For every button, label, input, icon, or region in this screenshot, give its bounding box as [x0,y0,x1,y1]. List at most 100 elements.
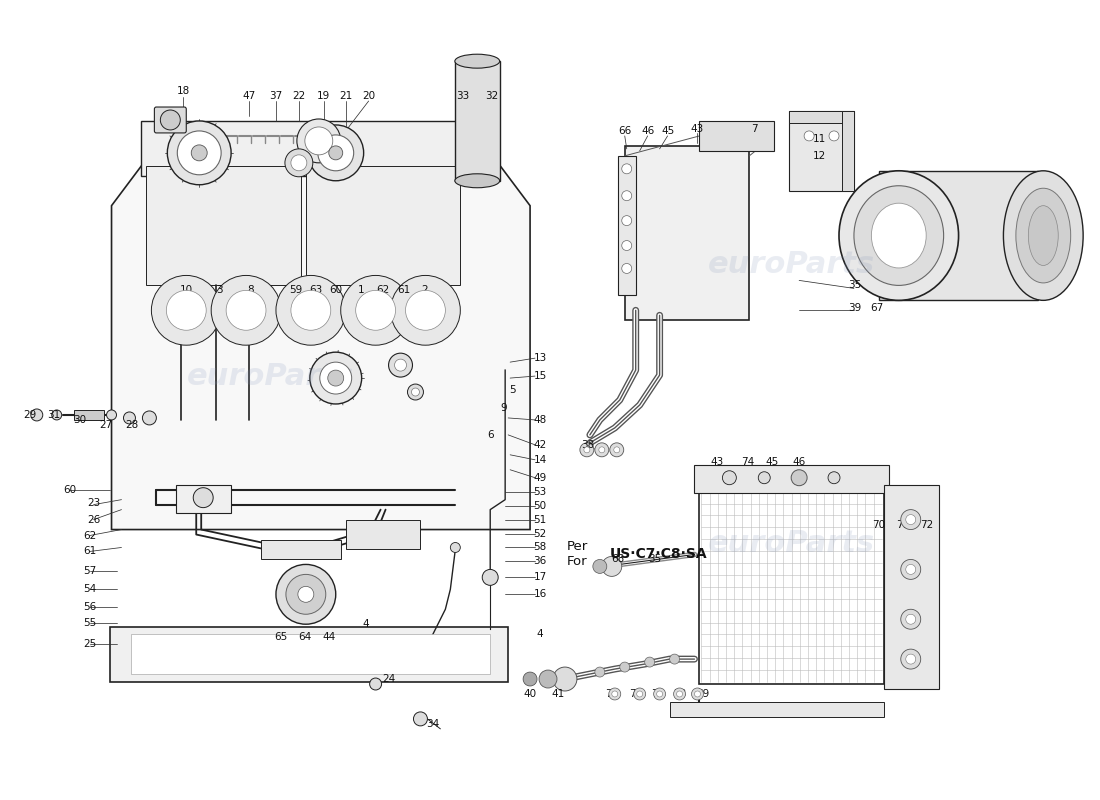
Text: 63: 63 [309,286,322,295]
Bar [789,111,854,190]
Circle shape [645,657,654,667]
Bar [879,170,1038,300]
Circle shape [595,667,605,677]
Text: 36: 36 [534,557,547,566]
Polygon shape [111,166,530,530]
Text: 60: 60 [329,286,342,295]
Circle shape [901,610,921,630]
Text: 46: 46 [792,457,806,466]
Text: 3: 3 [216,286,222,295]
Text: 42: 42 [534,440,547,450]
Circle shape [901,510,921,530]
Circle shape [758,472,770,484]
Bar [146,166,301,286]
Circle shape [584,447,590,453]
Text: Per: Per [566,540,588,553]
Circle shape [305,127,333,155]
Circle shape [318,135,354,170]
Text: 70: 70 [872,519,886,530]
Circle shape [634,688,646,700]
Ellipse shape [454,174,499,188]
Circle shape [670,654,680,664]
Text: US·C7·C8·SA: US·C7·C8·SA [609,547,707,562]
Circle shape [539,670,557,688]
Bar [142,121,491,176]
Circle shape [657,691,662,697]
Ellipse shape [871,203,926,268]
Text: 21: 21 [339,91,352,101]
Circle shape [290,155,307,170]
Ellipse shape [1016,188,1070,283]
Text: 35: 35 [848,280,861,290]
Bar [74,410,103,420]
Circle shape [142,411,156,425]
Circle shape [905,514,915,525]
Text: 62: 62 [82,530,96,541]
Circle shape [524,672,537,686]
Circle shape [388,353,412,377]
Circle shape [593,559,607,574]
Circle shape [123,412,135,424]
Circle shape [692,688,704,700]
Circle shape [905,565,915,574]
Circle shape [482,570,498,586]
Text: 15: 15 [534,371,547,381]
Text: 65: 65 [274,632,287,642]
Text: 51: 51 [534,514,547,525]
Text: 25: 25 [82,639,96,649]
Circle shape [328,370,343,386]
Text: 55: 55 [82,618,96,628]
Text: 53: 53 [534,486,547,497]
Circle shape [621,241,631,250]
Text: 14: 14 [534,454,547,465]
Bar [345,519,420,550]
Circle shape [676,691,682,697]
Ellipse shape [1003,170,1084,300]
Text: 57: 57 [82,566,96,577]
Text: 71: 71 [629,689,642,699]
Circle shape [297,119,341,163]
Text: 26: 26 [87,514,100,525]
Circle shape [614,447,619,453]
Circle shape [619,662,629,672]
Text: 6: 6 [487,430,494,440]
Text: 8: 8 [248,286,254,295]
Bar [842,111,854,190]
Bar [670,702,883,717]
Circle shape [329,146,343,160]
Text: 46: 46 [641,126,654,136]
Text: 30: 30 [73,415,86,425]
Bar [694,465,889,493]
Circle shape [285,149,312,177]
Circle shape [166,290,206,330]
Bar [455,61,500,181]
Circle shape [791,470,807,486]
Circle shape [286,574,326,614]
Circle shape [411,388,419,396]
Text: 9: 9 [500,403,507,413]
Bar [883,485,938,689]
Circle shape [598,447,605,453]
Circle shape [169,642,194,666]
Text: 20: 20 [362,91,375,101]
Circle shape [602,557,621,576]
Circle shape [580,443,594,457]
Ellipse shape [1028,206,1058,266]
Text: 34: 34 [426,719,439,729]
Circle shape [355,290,396,330]
Circle shape [310,352,362,404]
Text: 24: 24 [382,674,395,684]
Text: 32: 32 [485,91,498,101]
Text: 10: 10 [179,286,192,295]
Text: 49: 49 [534,473,547,482]
Circle shape [107,410,117,420]
Circle shape [414,712,428,726]
Circle shape [673,688,685,700]
Text: 40: 40 [524,689,537,699]
Circle shape [211,275,280,345]
Text: 48: 48 [534,415,547,425]
Text: 16: 16 [534,590,547,599]
Circle shape [553,667,576,691]
Text: 44: 44 [322,632,335,642]
Text: 13: 13 [534,353,547,363]
